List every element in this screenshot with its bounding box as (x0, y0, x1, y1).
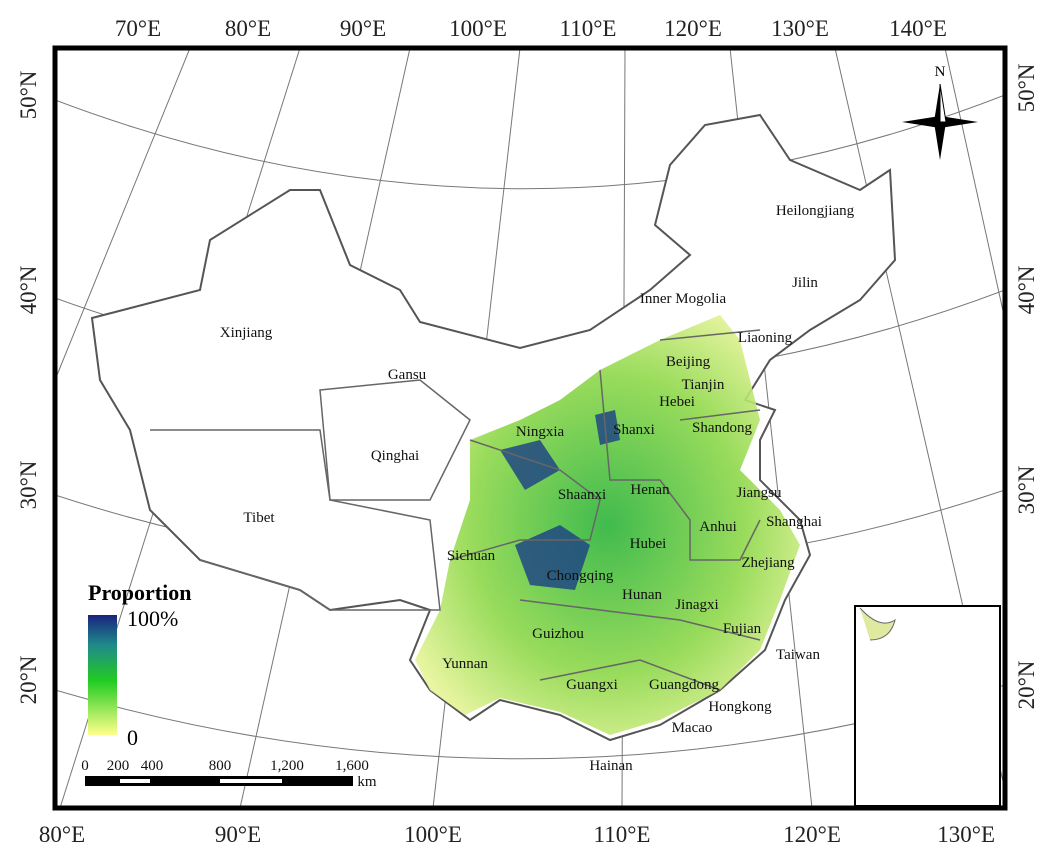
longitude-label: 100°E (449, 16, 507, 41)
scale-label: 400 (141, 758, 164, 774)
latitude-label: 20°N (1014, 660, 1039, 709)
longitude-label: 70°E (115, 16, 161, 41)
scale-bar (85, 776, 353, 786)
legend-min: 0 (127, 725, 138, 750)
latitude-label: 30°N (16, 460, 41, 509)
province-label: Xinjiang (220, 325, 273, 341)
province-label: Taiwan (776, 647, 820, 663)
province-label: Hubei (630, 536, 667, 552)
legend-colorbar (88, 615, 117, 735)
province-label: Shanxi (613, 422, 655, 438)
province-label: Qinghai (371, 448, 419, 464)
province-label: Jiangsu (737, 485, 783, 501)
province-label: Hebei (659, 394, 695, 410)
province-label: Jinagxi (675, 597, 718, 613)
province-label: Tibet (243, 510, 275, 526)
longitude-label: 120°E (664, 16, 722, 41)
scale-label: 0 (81, 758, 89, 774)
province-label: Fujian (723, 621, 762, 637)
province-label: Shandong (692, 420, 753, 436)
longitude-label: 130°E (937, 822, 995, 847)
longitude-label: 110°E (560, 16, 617, 41)
inset-map (854, 605, 1001, 807)
province-label: Shanghai (766, 514, 822, 530)
dense-vegetation (500, 410, 620, 590)
province-label: Beijing (666, 354, 711, 370)
latitude-label: 30°N (1014, 465, 1039, 514)
latitude-label: 20°N (16, 655, 41, 704)
legend-max: 100% (127, 606, 178, 631)
map-frame (52, 45, 1008, 811)
latitude-label: 40°N (1014, 265, 1039, 314)
province-label: Liaoning (738, 330, 793, 346)
longitude-label: 80°E (39, 822, 85, 847)
province-label: Hainan (589, 758, 633, 774)
province-label: Inner Mogolia (640, 291, 727, 307)
longitude-label: 90°E (215, 822, 261, 847)
longitude-label: 80°E (225, 16, 271, 41)
longitude-label: 90°E (340, 16, 386, 41)
legend-title: Proportion (88, 580, 191, 605)
province-label: Gansu (388, 367, 427, 383)
scale-label: 1,200 (270, 758, 304, 774)
province-label: Tianjin (682, 377, 725, 393)
province-label: Sichuan (447, 548, 496, 564)
inset-coast (859, 607, 896, 641)
province-label: Heilongjiang (776, 203, 855, 219)
latitude-label: 40°N (16, 265, 41, 314)
scale-unit: km (357, 774, 377, 790)
province-label: Henan (630, 482, 670, 498)
compass-label: N (935, 64, 946, 80)
province-label: Anhui (699, 519, 737, 535)
province-label: Zhejiang (741, 555, 795, 571)
latitude-label: 50°N (1014, 63, 1039, 112)
longitude-label: 140°E (889, 16, 947, 41)
province-label: Hongkong (708, 699, 772, 715)
province-label: Guangdong (649, 677, 719, 693)
province-label: Shaanxi (558, 487, 606, 503)
longitude-label: 110°E (594, 822, 651, 847)
province-label: Macao (672, 720, 713, 736)
vegetation (415, 315, 800, 735)
province-label: Jilin (792, 275, 818, 291)
province-label: Ningxia (516, 424, 565, 440)
latitude-label: 50°N (16, 70, 41, 119)
longitude-label: 120°E (783, 822, 841, 847)
longitude-label: 130°E (771, 16, 829, 41)
scale-label: 800 (209, 758, 232, 774)
compass-rose (902, 83, 978, 160)
scale-label: 1,600 (335, 758, 369, 774)
province-borders (150, 329, 761, 691)
province-label: Guizhou (532, 626, 584, 642)
province-label: Yunnan (442, 656, 488, 672)
longitude-label: 100°E (404, 822, 462, 847)
scale-label: 200 (107, 758, 130, 774)
province-label: Hunan (622, 587, 662, 603)
province-label: Guangxi (566, 677, 618, 693)
province-label: Chongqing (547, 568, 614, 584)
